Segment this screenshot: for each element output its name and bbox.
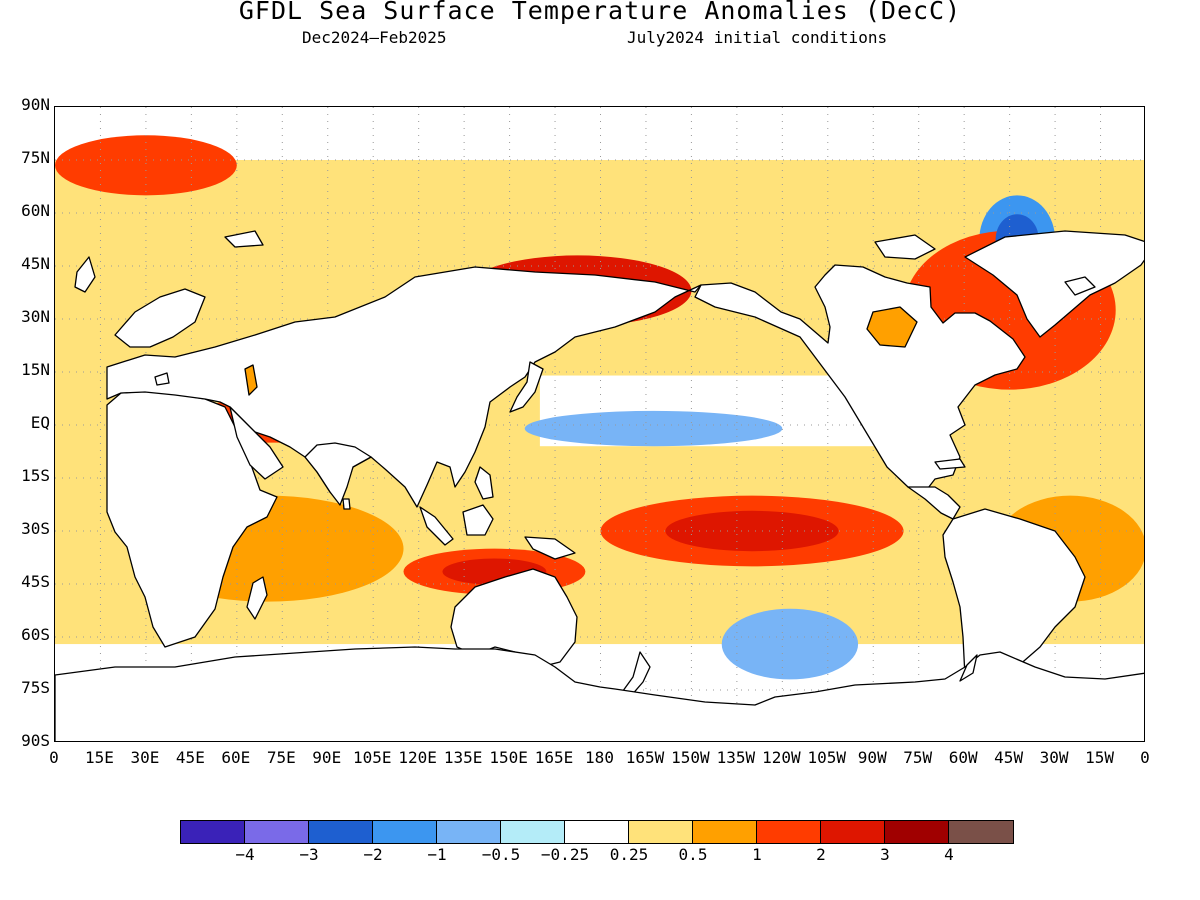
forecast-period: Dec2024—Feb2025 bbox=[302, 28, 447, 47]
colorbar-swatch bbox=[501, 821, 565, 843]
colorbar-tick-label: −4 bbox=[235, 845, 255, 864]
latitude-tick-label: 45N bbox=[21, 254, 50, 273]
longitude-tick-label: 90E bbox=[312, 748, 342, 767]
africa-coast bbox=[106, 390, 278, 648]
philippines-coast bbox=[474, 466, 494, 500]
longitude-tick-label: 165E bbox=[534, 748, 574, 767]
india-coast bbox=[304, 442, 372, 506]
longitude-tick-label: 45W bbox=[994, 748, 1024, 767]
longitude-tick-label: 180 bbox=[585, 748, 614, 767]
colorbar-tick-label: −0.25 bbox=[540, 845, 590, 864]
caribbean-islands bbox=[934, 458, 966, 470]
antarctic-peninsula-coast bbox=[959, 654, 978, 682]
colorbar-tick-label: 1 bbox=[752, 845, 762, 864]
longitude-tick-label: 30W bbox=[1039, 748, 1069, 767]
sst-anomaly-map bbox=[55, 107, 1144, 741]
longitude-tick-label: 75W bbox=[903, 748, 933, 767]
anomaly-region bbox=[524, 410, 783, 447]
colorbar-swatch bbox=[373, 821, 437, 843]
colorbar-swatch bbox=[181, 821, 245, 843]
colorbar-tick-label: −3 bbox=[299, 845, 319, 864]
latitude-tick-label: 90N bbox=[21, 95, 50, 114]
colorbar-tick-label: 2 bbox=[816, 845, 826, 864]
longitude-tick-label: 60W bbox=[948, 748, 978, 767]
latitude-tick-label: 60N bbox=[21, 201, 50, 220]
colorbar-swatch bbox=[437, 821, 501, 843]
map-plot-area bbox=[54, 106, 1145, 742]
anomaly-region bbox=[721, 608, 859, 680]
colorbar-swatch bbox=[629, 821, 693, 843]
greenland-coast bbox=[964, 230, 1144, 338]
latitude-tick-label: 75S bbox=[21, 678, 50, 697]
longitude-tick-label: 105E bbox=[352, 748, 392, 767]
arabia-coast bbox=[229, 406, 284, 480]
longitude-tick-label: 135E bbox=[443, 748, 483, 767]
colorbar-swatch bbox=[757, 821, 821, 843]
colorbar-tick-label: 0.5 bbox=[678, 845, 708, 864]
scandinavia-coast bbox=[114, 288, 206, 348]
latitude-tick-label: 30S bbox=[21, 519, 50, 538]
longitude-tick-label: 165W bbox=[625, 748, 665, 767]
colorbar-swatch bbox=[565, 821, 629, 843]
latitude-tick-label: 90S bbox=[21, 731, 50, 750]
longitude-tick-label: 30E bbox=[130, 748, 160, 767]
longitude-tick-label: 120W bbox=[762, 748, 801, 767]
sri-lanka-coast bbox=[342, 498, 351, 510]
svalbard-coast bbox=[224, 230, 264, 248]
longitude-tick-label: 15W bbox=[1085, 748, 1114, 767]
mediterranean-islands bbox=[154, 372, 170, 386]
longitude-tick-label: 120E bbox=[398, 748, 437, 767]
coastlines bbox=[55, 230, 1144, 741]
colorbar-swatch bbox=[693, 821, 757, 843]
longitude-tick-label: 0 bbox=[49, 748, 59, 767]
sumatra-coast bbox=[419, 506, 454, 546]
longitude-tick-label: 0 bbox=[1140, 748, 1150, 767]
japan-coast bbox=[509, 361, 544, 413]
latitude-tick-label: EQ bbox=[30, 413, 50, 432]
longitude-tick-label: 90W bbox=[857, 748, 887, 767]
caspian-sea bbox=[244, 364, 258, 396]
latitude-tick-label: 45S bbox=[21, 572, 50, 591]
arctic-islands-coast bbox=[874, 234, 936, 260]
antarctica-coast bbox=[55, 646, 1144, 741]
madagascar-coast bbox=[246, 576, 268, 620]
british-isles-coast bbox=[74, 256, 96, 293]
latitude-tick-label: 30N bbox=[21, 307, 50, 326]
colorbar-swatch bbox=[309, 821, 373, 843]
colorbar-swatch bbox=[245, 821, 309, 843]
anomaly-core bbox=[665, 510, 839, 552]
colorbar bbox=[180, 820, 1014, 844]
colorbar-tick-label: −1 bbox=[427, 845, 447, 864]
colorbar-tick-label: 4 bbox=[944, 845, 954, 864]
latitude-tick-label: 15S bbox=[21, 466, 50, 485]
colorbar-swatch bbox=[885, 821, 949, 843]
colorbar-tick-label: 0.25 bbox=[609, 845, 649, 864]
iceland-coast bbox=[1064, 276, 1096, 296]
colorbar-tick-label: −2 bbox=[363, 845, 383, 864]
longitude-tick-label: 75E bbox=[266, 748, 296, 767]
new-guinea-coast bbox=[524, 536, 576, 560]
longitude-tick-label: 15E bbox=[85, 748, 114, 767]
hudson-bay bbox=[866, 306, 918, 348]
colorbar-swatch bbox=[821, 821, 885, 843]
longitude-tick-label: 150E bbox=[489, 748, 528, 767]
anomaly-region bbox=[55, 135, 237, 196]
latitude-tick-label: 15N bbox=[21, 360, 50, 379]
longitude-tick-label: 105W bbox=[807, 748, 847, 767]
longitude-tick-label: 150W bbox=[671, 748, 710, 767]
north-america-coast bbox=[694, 264, 1026, 493]
borneo-coast bbox=[462, 504, 494, 536]
initial-conditions-label: July2024 initial conditions bbox=[627, 28, 888, 47]
central-america-coast bbox=[907, 486, 961, 520]
colorbar-swatch bbox=[949, 821, 1013, 843]
longitude-tick-label: 45E bbox=[175, 748, 205, 767]
longitude-tick-label: 135W bbox=[716, 748, 756, 767]
latitude-tick-label: 60S bbox=[21, 625, 50, 644]
longitude-tick-label: 60E bbox=[221, 748, 251, 767]
map-title: GFDL Sea Surface Temperature Anomalies (… bbox=[238, 0, 962, 25]
latitude-tick-label: 75N bbox=[21, 148, 50, 167]
colorbar-tick-label: 3 bbox=[880, 845, 890, 864]
colorbar-tick-label: −0.5 bbox=[481, 845, 521, 864]
